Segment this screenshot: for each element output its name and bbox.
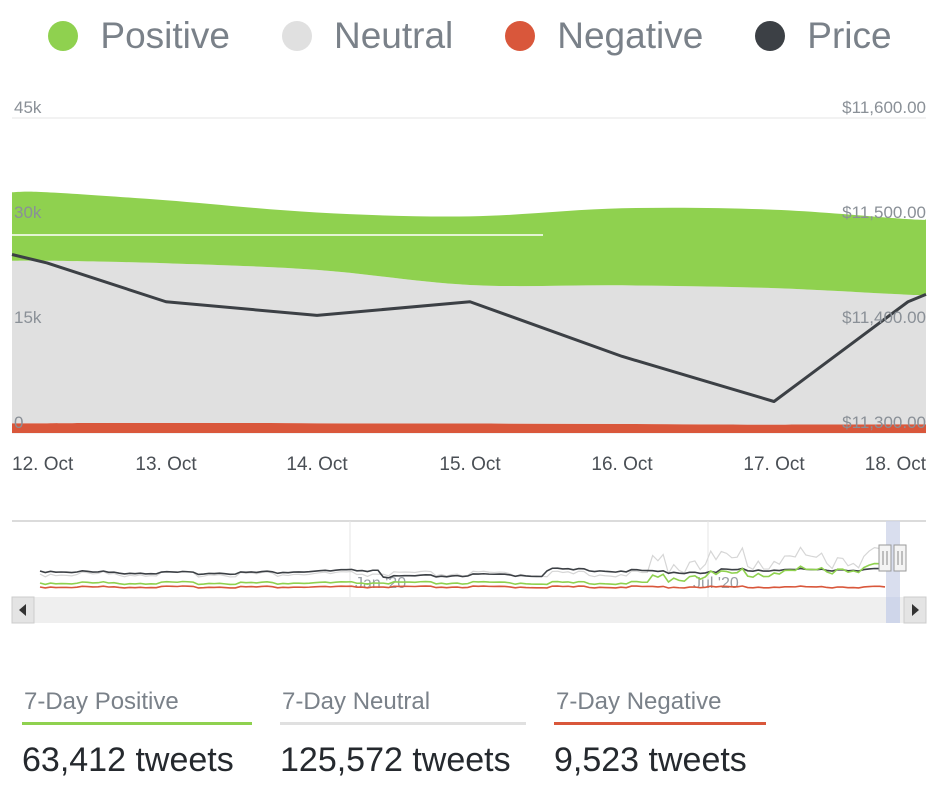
stat-negative: 7-Day Negative 9,523 tweets [554, 688, 766, 780]
x-tick-label: 17. Oct [743, 454, 805, 475]
y-right-tick-label: $11,500.00 [842, 203, 926, 222]
legend-dot-price [755, 21, 786, 51]
x-tick-label: 15. Oct [439, 454, 501, 475]
line-layer [11, 253, 927, 403]
axis-layer: 0 15k 30k 45k $11,300.00 $11,400.00 $11,500.00… [12, 98, 927, 475]
legend-item-price[interactable]: Price [755, 15, 892, 57]
navigator-handle-right[interactable] [893, 544, 907, 572]
area-neutral [12, 260, 926, 425]
legend-label-neutral: Neutral [333, 15, 454, 56]
y-left-tick-label: 30k [14, 203, 42, 222]
stat-value-negative: 9,523 tweets [554, 741, 747, 779]
y-right-tick-label: $11,300.00 [842, 413, 926, 432]
y-left-tick-label: 45k [14, 98, 42, 117]
legend-item-positive[interactable]: Positive [48, 15, 230, 57]
stats-row: 7-Day Positive 63,412 tweets 7-Day Neutr… [22, 688, 794, 780]
x-tick-label: 12. Oct [12, 454, 74, 475]
y-left-tick-label: 0 [14, 413, 23, 432]
legend-label-negative: Negative [557, 15, 704, 56]
stat-title-positive: 7-Day Positive [22, 688, 252, 725]
chart-legend: Positive Neutral Negative Price [0, 0, 940, 72]
navigator-price-line [39, 567, 886, 579]
area-negative [12, 422, 926, 433]
legend-item-negative[interactable]: Negative [505, 15, 703, 57]
navigator-scrollbar-track[interactable] [12, 597, 926, 623]
stat-positive: 7-Day Positive 63,412 tweets [22, 688, 252, 780]
stat-value-positive: 63,412 tweets [22, 741, 234, 779]
navigator-positive-line [39, 562, 886, 586]
navigator-selected-range[interactable] [886, 521, 900, 597]
x-tick-label: 18. Oct [865, 454, 927, 475]
x-tick-label: 13. Oct [135, 454, 197, 475]
navigator-label-jul: Jul '20 [693, 575, 739, 592]
legend-dot-positive [48, 21, 79, 51]
legend-item-neutral[interactable]: Neutral [281, 15, 454, 57]
stat-value-neutral: 125,572 tweets [280, 741, 511, 779]
stat-title-neutral: 7-Day Neutral [280, 688, 526, 725]
area-positive [12, 191, 926, 296]
stat-title-negative: 7-Day Negative [554, 688, 766, 725]
navigator-handle-left[interactable] [878, 544, 892, 572]
price-line [11, 253, 927, 403]
navigator-background [12, 521, 926, 597]
arrow-left-icon [19, 604, 26, 616]
y-right-tick-label: $11,600.00 [842, 98, 926, 117]
legend-label-positive: Positive [100, 15, 230, 56]
arrow-right-icon [912, 604, 919, 616]
legend-dot-neutral [281, 21, 312, 51]
legend-dot-negative [505, 21, 536, 51]
y-right-tick-label: $11,400.00 [842, 308, 926, 327]
x-tick-label: 16. Oct [591, 454, 653, 475]
navigator-scrollbar-thumb[interactable] [886, 597, 900, 623]
area-layer [12, 191, 926, 433]
navigator[interactable]: Jan '20 Jul '20 [11, 520, 927, 624]
navigator-negative-line [39, 585, 886, 589]
y-left-tick-label: 15k [14, 308, 42, 327]
stat-neutral: 7-Day Neutral 125,572 tweets [280, 688, 526, 780]
legend-label-price: Price [807, 15, 892, 56]
x-tick-label: 14. Oct [286, 454, 348, 475]
